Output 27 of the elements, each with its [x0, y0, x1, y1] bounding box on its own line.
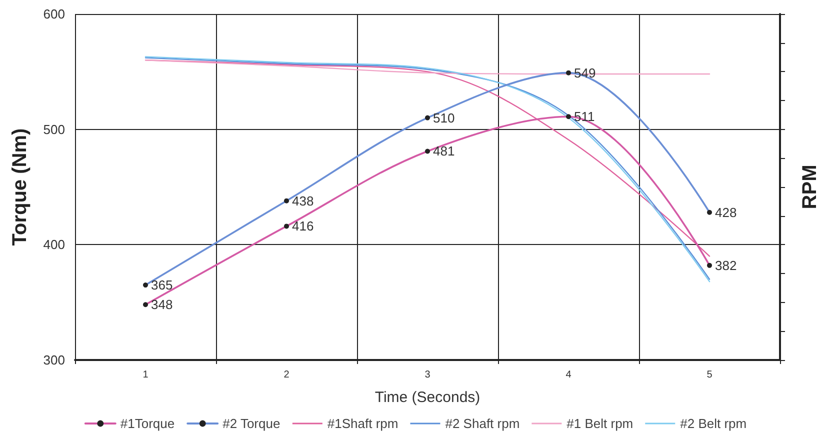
data-label: 481: [433, 144, 455, 159]
data-label: 348: [151, 297, 173, 312]
x-axis-title: Time (Seconds): [374, 389, 480, 406]
legend-label: #2 Belt rpm: [680, 416, 747, 431]
y-tick-label: 400: [43, 237, 65, 252]
x-tick-label: 4: [566, 370, 572, 380]
y-tick-label: 500: [43, 122, 65, 137]
legend-label: #1Torque: [120, 416, 175, 431]
data-label: 416: [292, 218, 314, 234]
x-tick-label: 3: [424, 370, 431, 380]
data-label: 428: [715, 204, 737, 220]
data-label: 438: [292, 193, 314, 208]
legend-label: #2 Torque: [222, 416, 280, 431]
data-label: 510: [433, 110, 455, 126]
legend-label: #1 Belt rpm: [566, 416, 634, 431]
y-axis-title: Torque (Nm): [9, 128, 31, 246]
y-tick-label: 300: [43, 352, 65, 368]
y2-axis-title: RPM: [799, 164, 821, 210]
x-tick-label: 1: [142, 370, 149, 380]
legend-label: #2 Shaft rpm: [445, 416, 520, 431]
y-tick-label: 600: [43, 6, 65, 22]
data-label: 382: [715, 258, 737, 273]
data-label: 549: [574, 65, 596, 80]
data-label: 365: [151, 278, 173, 293]
legend-label: #1Shaft rpm: [327, 416, 398, 431]
x-tick-label: 2: [284, 370, 290, 380]
x-tick-label: 5: [706, 370, 713, 380]
